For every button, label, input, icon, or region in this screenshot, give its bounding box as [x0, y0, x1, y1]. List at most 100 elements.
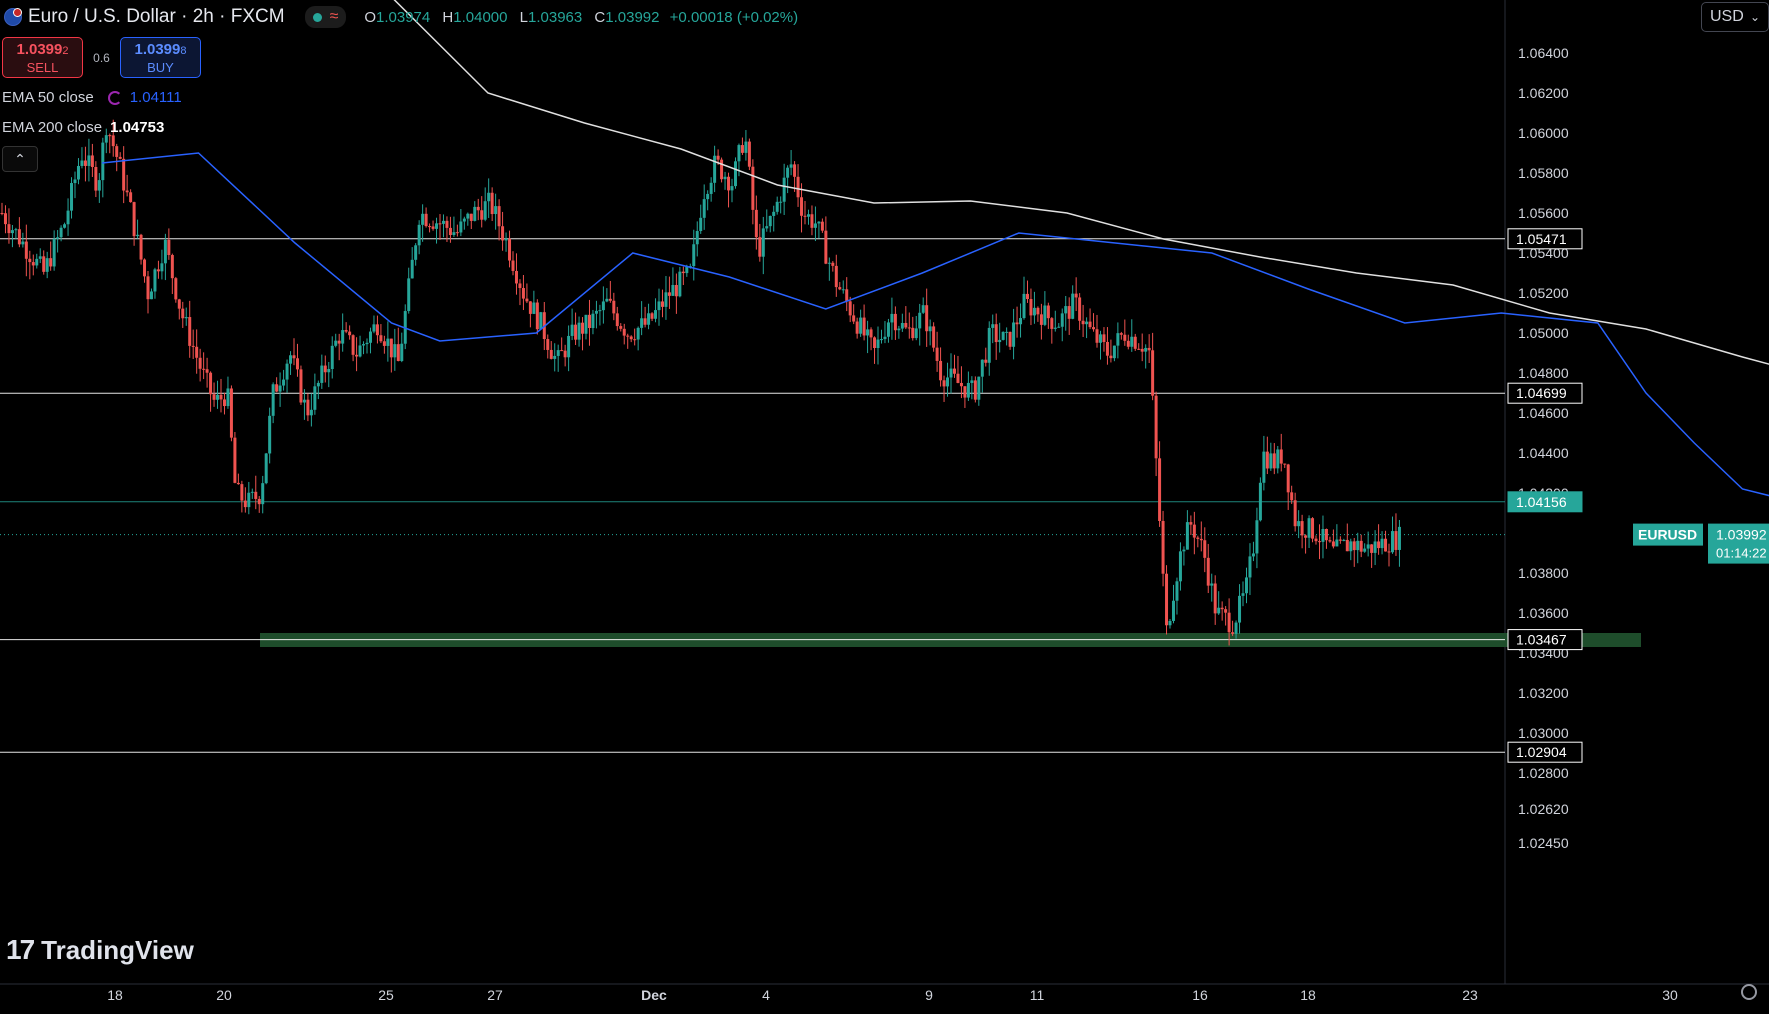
candle-body	[640, 318, 643, 328]
candle	[1269, 443, 1272, 471]
candle	[1214, 575, 1217, 625]
candle-body	[1141, 349, 1144, 352]
candle-body	[414, 245, 417, 260]
candle	[706, 190, 709, 210]
candle	[651, 312, 654, 321]
candle	[637, 326, 640, 350]
chevron-up-icon[interactable]: ⌃	[2, 146, 38, 172]
candle-body	[1068, 306, 1071, 319]
candle	[56, 230, 59, 252]
candle-body	[53, 239, 56, 267]
candle	[1315, 535, 1318, 544]
symbol-title[interactable]: Euro / U.S. Dollar · 2h · FXCM	[28, 6, 285, 28]
candle-body	[84, 161, 87, 166]
candle	[585, 315, 588, 340]
candle-body	[1315, 539, 1318, 542]
candle-body	[821, 222, 824, 231]
candle-body	[1210, 583, 1213, 585]
candle	[1172, 585, 1175, 623]
candle-body	[671, 285, 674, 296]
candle	[908, 313, 911, 339]
sync-icon[interactable]	[108, 91, 122, 105]
candle	[821, 219, 824, 233]
candle-body	[428, 226, 431, 227]
candle	[1057, 323, 1060, 328]
candle	[856, 318, 859, 339]
candle-body	[1162, 521, 1165, 574]
time-tick-label: 18	[1300, 987, 1316, 1003]
level-label: 1.05471	[1516, 231, 1567, 247]
candle	[1012, 309, 1015, 359]
candle	[1144, 344, 1147, 368]
ema50-legend[interactable]: EMA 50 close 1.04111	[2, 89, 182, 106]
candle-body	[644, 318, 647, 324]
ohlc-values: O1.03974 H1.04000 L1.03963 C1.03992 +0.0…	[364, 9, 798, 26]
candle	[1370, 544, 1373, 568]
candle-body	[619, 326, 622, 329]
candle-body	[1266, 452, 1269, 469]
settings-gear-icon[interactable]	[1741, 984, 1757, 1000]
candle-body	[758, 237, 761, 257]
candle-body	[1155, 396, 1158, 459]
candle	[480, 196, 483, 227]
candle	[616, 307, 619, 331]
candle	[630, 335, 633, 342]
level-label: 1.02904	[1516, 744, 1567, 760]
candle	[1301, 515, 1304, 548]
candle	[404, 304, 407, 349]
buy-button[interactable]: 1.03998 BUY	[120, 37, 201, 78]
candle	[671, 267, 674, 296]
candle-body	[630, 336, 633, 339]
candle	[557, 345, 560, 372]
candle-body	[1036, 308, 1039, 314]
candle-body	[418, 225, 421, 245]
candle	[272, 382, 275, 423]
candle-body	[810, 214, 813, 228]
candle-body	[1029, 299, 1032, 315]
candle-body	[734, 161, 737, 186]
candle-body	[866, 329, 869, 335]
candle	[28, 251, 31, 280]
candle-body	[1061, 313, 1064, 326]
market-status-pill[interactable]: ≈	[305, 6, 347, 28]
tradingview-logo[interactable]: 17 TradingView	[6, 934, 194, 966]
candle-body	[995, 324, 998, 342]
candle	[956, 356, 959, 383]
candle-body	[1308, 518, 1311, 538]
candle-body	[494, 206, 497, 214]
candle-body	[411, 260, 414, 279]
candle-body	[838, 287, 841, 289]
candle-body	[675, 285, 678, 296]
currency-selector[interactable]: USD ⌄	[1701, 2, 1769, 32]
candle	[286, 359, 289, 392]
candle	[571, 309, 574, 340]
candle	[1381, 531, 1384, 554]
candle-body	[1231, 632, 1234, 634]
candle	[445, 216, 448, 242]
candle	[1367, 532, 1370, 557]
sell-button[interactable]: 1.03992 SELL	[2, 37, 83, 78]
candle	[1127, 335, 1130, 350]
candle	[254, 476, 257, 509]
candle-body	[21, 242, 24, 245]
candle-body	[1283, 464, 1286, 465]
ema200-legend[interactable]: EMA 200 close 1.04753	[2, 119, 164, 136]
candle	[327, 362, 330, 387]
candle	[310, 393, 313, 426]
candle-body	[804, 216, 807, 217]
candle	[32, 255, 35, 276]
candle-body	[585, 315, 588, 334]
candle	[268, 408, 271, 464]
candle	[1332, 529, 1335, 548]
candle-body	[98, 180, 101, 190]
candle	[845, 277, 848, 311]
candle	[1304, 534, 1307, 553]
candle	[11, 225, 14, 247]
candle	[1377, 524, 1380, 555]
candle-body	[1057, 327, 1060, 328]
candle	[1113, 345, 1116, 361]
candle	[320, 355, 323, 389]
candle	[237, 474, 240, 485]
